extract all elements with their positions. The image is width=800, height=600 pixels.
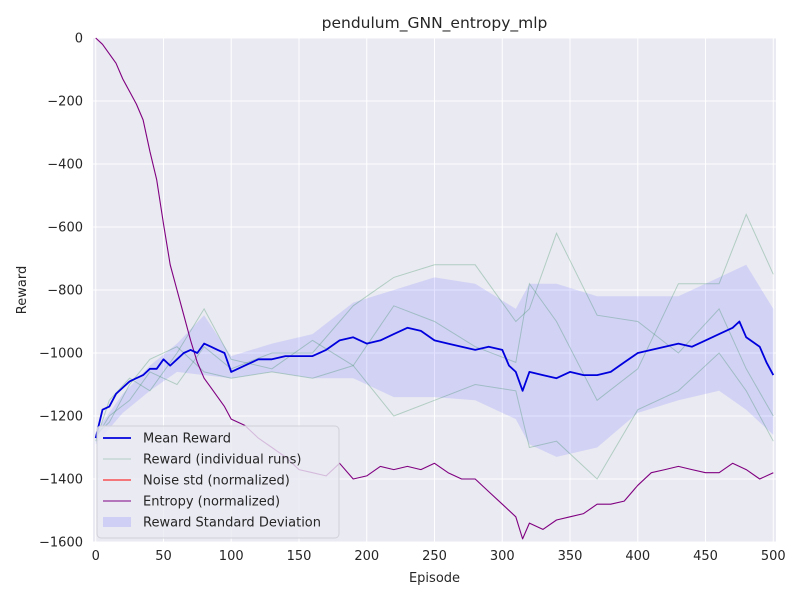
individual-run-line	[95, 232, 774, 439]
x-axis-label: Episode	[409, 571, 460, 586]
legend-label: Entropy (normalized)	[143, 495, 280, 510]
legend-box	[96, 425, 340, 539]
y-tick-label: −600	[47, 221, 83, 236]
grid	[93, 37, 776, 543]
y-tick-label: 0	[75, 32, 83, 47]
y-tick-label: −1000	[39, 347, 83, 362]
std-band-area	[95, 264, 774, 457]
x-tick-label: 450	[693, 549, 718, 564]
x-tick-label: 250	[422, 549, 447, 564]
y-tick-label: −800	[47, 284, 83, 299]
y-axis-label: Reward	[15, 266, 30, 314]
x-tick-label: 0	[92, 549, 100, 564]
legend-label: Reward Standard Deviation	[143, 516, 321, 531]
mean-reward-line	[94, 320, 775, 439]
x-tick-label: 200	[354, 549, 379, 564]
chart-title: pendulum_GNN_entropy_mlp	[322, 14, 548, 33]
x-tick-label: 150	[287, 549, 312, 564]
x-tick-label: 500	[761, 549, 786, 564]
entropy-normalized-line	[95, 37, 774, 540]
legend-label: Mean Reward	[143, 432, 231, 447]
legend-swatch	[103, 517, 131, 527]
x-tick-label: 300	[490, 549, 515, 564]
individual-runs	[95, 213, 774, 480]
legend: Mean Reward Reward (individual runs) Noise…	[96, 425, 340, 539]
individual-run-line	[95, 213, 774, 442]
y-tick-label: −1400	[39, 473, 83, 488]
y-tick-label: −1200	[39, 410, 83, 425]
x-tick-label: 50	[155, 549, 172, 564]
tick-labels: 0 50 100 150 200 250 300 350 400 450 500 0 −200 −400 −…	[39, 32, 786, 565]
legend-label: Noise std (normalized)	[143, 474, 290, 489]
series-lines	[94, 37, 775, 540]
y-tick-label: −200	[47, 95, 83, 110]
individual-run-line	[95, 346, 774, 480]
legend-label: Reward (individual runs)	[143, 453, 302, 468]
x-tick-label: 350	[558, 549, 583, 564]
y-tick-label: −400	[47, 158, 83, 173]
x-tick-label: 400	[625, 549, 650, 564]
y-tick-label: −1600	[39, 536, 83, 551]
x-tick-label: 100	[219, 549, 244, 564]
std-band	[95, 264, 774, 457]
